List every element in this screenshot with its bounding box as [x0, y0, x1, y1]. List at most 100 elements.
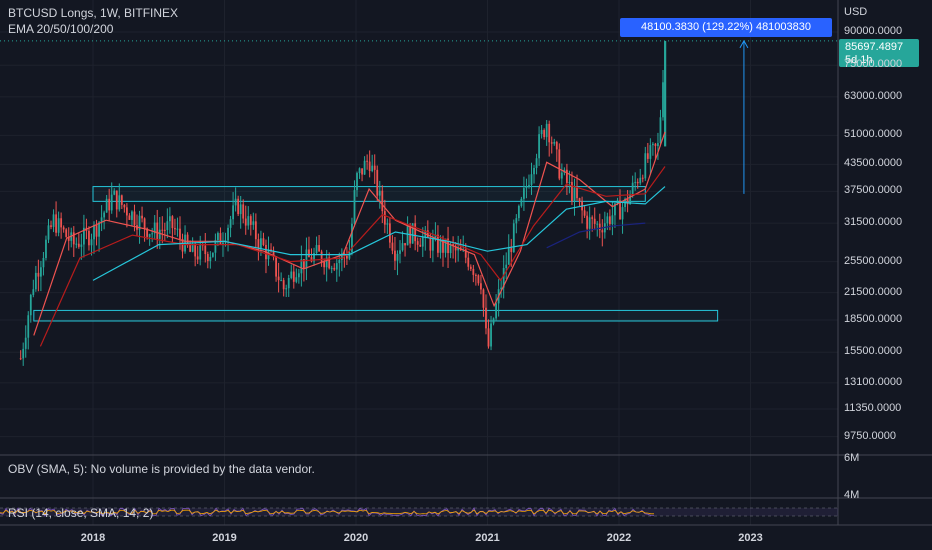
candle-body [244, 218, 247, 226]
y-tick-label: 9750.0000 [844, 429, 896, 442]
candle-body [472, 268, 475, 275]
chart-title[interactable]: BTCUSD Longs, 1W, BITFINEX [8, 6, 179, 20]
candle-body [282, 280, 285, 290]
candle-body [512, 223, 515, 253]
candle-body [520, 198, 523, 206]
ema-line-ema-20 [33, 131, 666, 336]
candle-body [88, 230, 90, 246]
obv-label[interactable]: OBV (SMA, 5): No volume is provided by t… [8, 462, 315, 476]
candle-body [583, 210, 586, 216]
candle-body [40, 267, 42, 277]
candle-body [566, 169, 568, 183]
candle-body [280, 280, 283, 282]
candle-body [634, 181, 637, 183]
indicator-legend[interactable]: EMA 20/50/100/200 [8, 22, 114, 36]
candle-body [90, 239, 93, 246]
candle-body [626, 198, 629, 205]
y-tick-label: 63000.0000 [844, 89, 903, 102]
candle-body [50, 225, 52, 227]
candle-body [376, 169, 379, 196]
candle-body [82, 227, 85, 245]
candle-body [72, 232, 75, 245]
candle-body [161, 229, 164, 231]
candle-body [138, 215, 141, 230]
candle-body [217, 233, 219, 241]
candle-body [538, 134, 540, 159]
candle-body [444, 238, 447, 253]
candle-body [560, 172, 563, 179]
candle-body [469, 266, 472, 269]
candle-body [237, 198, 240, 215]
candle-body [371, 165, 374, 172]
bar-countdown: 5d 1h [845, 54, 873, 66]
candle-body [148, 234, 151, 237]
candle-body [421, 237, 424, 247]
candle-body [340, 253, 343, 261]
candle-body [593, 218, 596, 224]
candle-body [381, 190, 384, 212]
candle-body [373, 165, 376, 170]
candle-body [396, 253, 399, 261]
ema-lines [0, 40, 838, 347]
candle-body [517, 205, 520, 219]
candle-body [391, 242, 394, 251]
candle-body [323, 262, 326, 268]
pane-separators [0, 0, 932, 526]
candle-body [416, 241, 419, 245]
candle-body [356, 173, 358, 191]
candle-body [464, 249, 467, 258]
candle-body [199, 244, 202, 260]
candle-body [133, 211, 136, 226]
candle-body [131, 211, 133, 220]
candle-body [578, 198, 581, 202]
rsi-sma-line [0, 509, 654, 515]
candle-body [548, 123, 551, 143]
candle-body [320, 251, 323, 263]
candle-body [272, 251, 275, 257]
candle-body [60, 218, 63, 228]
candle-body [523, 188, 525, 199]
candle-body [515, 218, 518, 224]
candle-body [657, 143, 659, 147]
x-tick-label: 2023 [738, 532, 763, 544]
candle-body [22, 348, 25, 359]
candle-body [204, 245, 207, 255]
candle-body [77, 243, 80, 247]
last-candle [664, 40, 667, 147]
candle-body [181, 238, 184, 252]
candle-body [383, 211, 386, 225]
rsi-label[interactable]: RSI (14, close, SMA, 14, 2) [8, 506, 154, 520]
x-tick-label: 2020 [343, 532, 369, 544]
candle-body [654, 143, 657, 147]
ema-line-ema-50 [39, 166, 666, 347]
candle-body [596, 223, 599, 225]
x-tick-label: 2022 [606, 532, 632, 544]
candle-body [163, 229, 166, 231]
candle-body [260, 238, 262, 249]
candle-body [576, 187, 578, 199]
candle-body [507, 247, 510, 265]
candle-body [186, 234, 189, 245]
candle-body [621, 207, 624, 220]
measure-arrow[interactable] [739, 39, 749, 194]
candle-body [388, 223, 391, 243]
range-rectangles[interactable] [33, 186, 719, 322]
y-tick-label: 31500.0000 [844, 216, 903, 229]
candle-body [467, 257, 470, 267]
currency-label: USD [844, 6, 868, 18]
candle-body [588, 217, 591, 229]
candle-body [239, 204, 242, 215]
candle-body [29, 294, 32, 316]
candle-body [406, 225, 409, 246]
candle-body [308, 249, 310, 258]
y-tick-label: 90000.0000 [844, 25, 903, 37]
candle-body [328, 257, 331, 269]
candle-body [62, 227, 65, 230]
candle-body [125, 207, 128, 216]
y-tick-label: 18500.0000 [844, 313, 903, 325]
candle-body [277, 276, 280, 281]
candle-body [249, 216, 252, 225]
candle-body [651, 143, 654, 146]
candle-body [174, 228, 176, 230]
